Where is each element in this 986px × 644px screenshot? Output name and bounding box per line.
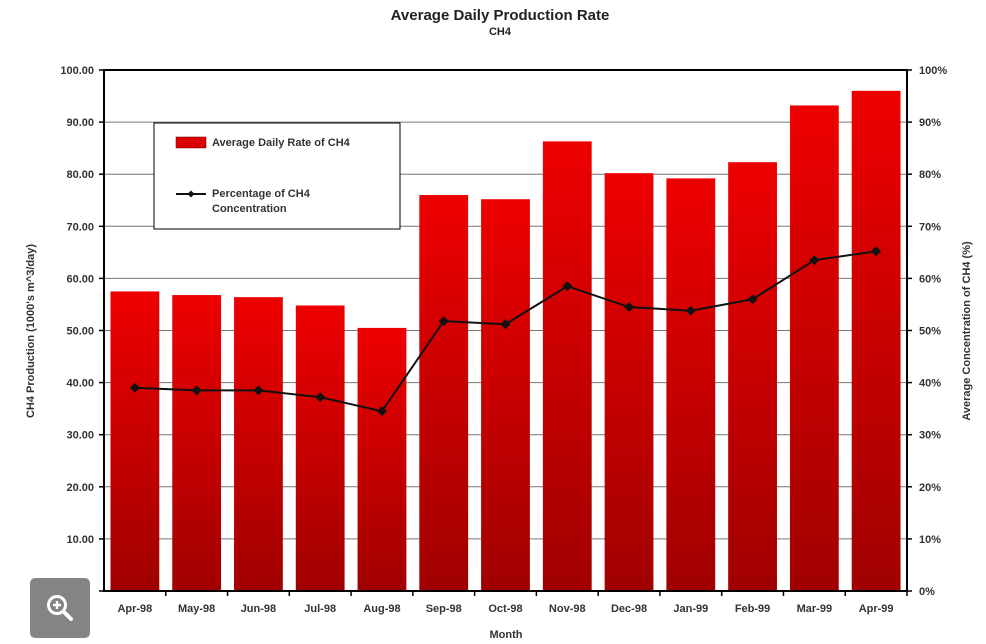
y-tick-label: 20.00 [66, 482, 94, 494]
y-tick-label: 100.00 [60, 65, 94, 77]
line-point [685, 305, 696, 316]
x-tick-label: Mar-99 [797, 603, 832, 615]
y2-tick-label: 80% [919, 169, 941, 181]
y-tick-label: 10.00 [66, 534, 94, 546]
x-tick-label: Sep-98 [426, 603, 462, 615]
x-tick-label: Jul-98 [304, 603, 336, 615]
y-tick-label: 50.00 [66, 326, 94, 338]
x-tick-label: Jun-98 [241, 603, 276, 615]
bar [419, 195, 469, 592]
bar [172, 295, 222, 591]
y-tick-label: 60.00 [66, 273, 94, 285]
y2-tick-label: 0% [919, 586, 935, 598]
chart-subtitle: CH4 [489, 26, 512, 38]
bar [481, 199, 530, 591]
bar [604, 173, 654, 591]
line-point [809, 255, 820, 266]
bar [789, 105, 839, 591]
line-point [747, 294, 758, 305]
y2-tick-label: 100% [919, 65, 947, 77]
x-tick-label: Apr-99 [859, 603, 894, 615]
line-point [253, 385, 264, 396]
y2-tick-label: 10% [919, 534, 941, 546]
bar [666, 178, 716, 592]
chart-title: Average Daily Production Rate [391, 7, 610, 24]
y2-tick-label: 60% [919, 273, 941, 285]
line-point [624, 302, 634, 313]
bar [110, 291, 160, 591]
bar [851, 90, 901, 591]
legend-label: Average Daily Rate of CH4 [212, 137, 351, 149]
line-point [129, 382, 140, 393]
zoom-in-icon [47, 595, 73, 621]
x-tick-label: Oct-98 [488, 603, 522, 615]
y-axis-label: CH4 Production (1000's m^3/day) [25, 244, 37, 418]
y2-tick-label: 90% [919, 117, 941, 129]
y-tick-label: 80.00 [66, 169, 94, 181]
x-tick-label: Nov-98 [549, 603, 586, 615]
y-tick-label: 30.00 [66, 430, 94, 442]
y2-tick-label: 70% [919, 221, 941, 233]
line-point [377, 406, 387, 417]
line-point [191, 385, 202, 396]
legend-swatch-marker [187, 190, 195, 198]
line-point [438, 316, 449, 327]
bar [295, 305, 345, 591]
legend-label: Concentration [212, 203, 287, 215]
line-point [871, 246, 882, 257]
x-tick-label: Apr-98 [117, 603, 152, 615]
bar [234, 297, 283, 591]
y2-tick-label: 20% [919, 482, 941, 494]
y2-axis-label: Average Concentration of CH4 (%) [961, 241, 973, 421]
x-tick-label: Dec-98 [611, 603, 647, 615]
y-tick-label: 70.00 [66, 221, 94, 233]
x-axis-label: Month [490, 629, 523, 641]
bar [728, 162, 777, 592]
y-tick-label: 90.00 [66, 117, 94, 129]
x-tick-label: Jan-99 [673, 603, 708, 615]
y-tick-label: 40.00 [66, 378, 94, 390]
legend-label: Percentage of CH4 [212, 188, 311, 200]
y2-tick-label: 40% [919, 378, 941, 390]
line-point [315, 392, 326, 403]
x-tick-label: Aug-98 [363, 603, 400, 615]
bar [357, 327, 407, 591]
y2-tick-label: 30% [919, 430, 941, 442]
legend-swatch-bar [175, 136, 207, 149]
line-point [500, 319, 511, 330]
x-tick-label: May-98 [178, 603, 215, 615]
bar [542, 141, 592, 591]
y2-tick-label: 50% [919, 326, 941, 338]
zoom-button[interactable] [30, 578, 90, 638]
x-tick-label: Feb-99 [735, 603, 770, 615]
line-point [562, 281, 573, 292]
